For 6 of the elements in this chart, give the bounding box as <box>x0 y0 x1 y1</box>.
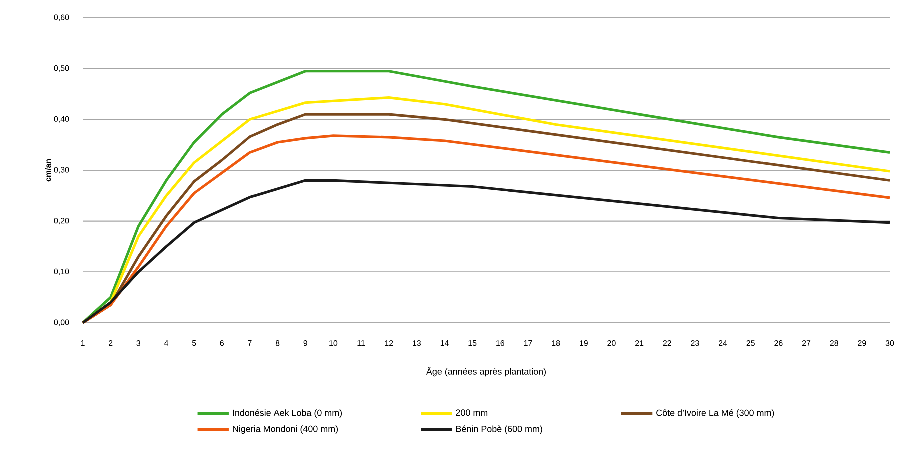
x-axis-title: Âge (années après plantation) <box>426 366 546 377</box>
legend-label: Indonésie Aek Loba (0 mm) <box>233 410 342 418</box>
legend-label: Bénin Pobè (600 mm) <box>456 426 542 434</box>
legend-label: Côte d’Ivoire La Mé (300 mm) <box>656 410 774 418</box>
legend-label: 200 mm <box>456 410 488 416</box>
legend-label: Nigeria Mondoni (400 mm) <box>233 426 338 434</box>
